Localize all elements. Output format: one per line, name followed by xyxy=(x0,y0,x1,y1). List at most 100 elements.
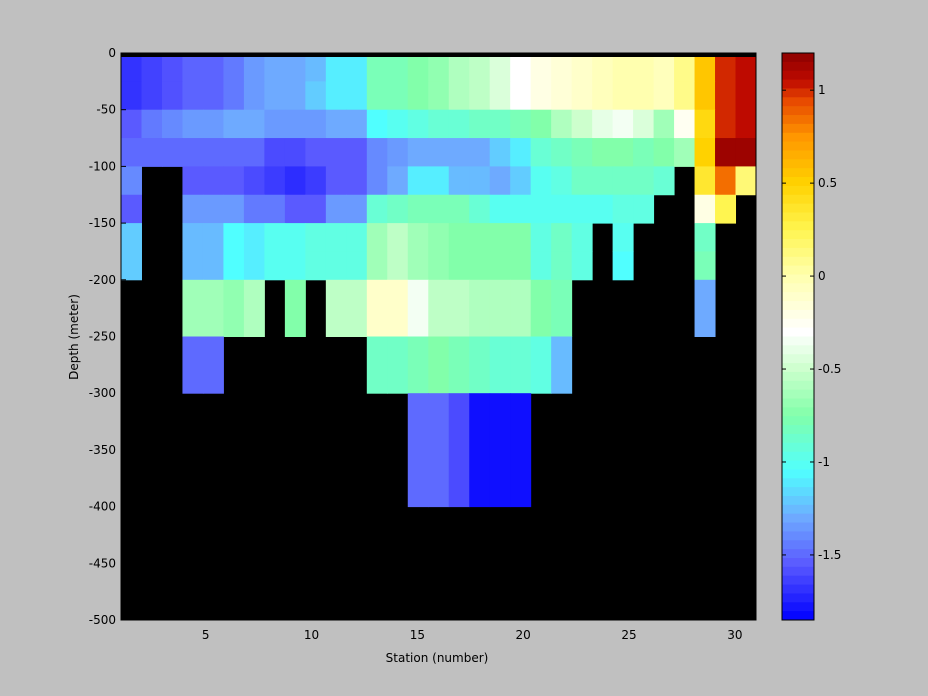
heatmap-cell xyxy=(387,166,409,196)
heatmap-cell xyxy=(653,109,675,139)
heatmap-cell xyxy=(571,138,593,167)
colorbar-swatch xyxy=(782,159,814,169)
heatmap-cell xyxy=(571,81,593,111)
heatmap-cell xyxy=(653,53,675,82)
heatmap-cell xyxy=(592,194,614,224)
heatmap-cell xyxy=(489,166,511,196)
colorbar-swatch xyxy=(782,593,814,603)
heatmap-cell xyxy=(366,138,388,167)
x-tick-label: 25 xyxy=(621,628,636,642)
heatmap-cell xyxy=(612,251,634,281)
heatmap-cell xyxy=(366,336,388,394)
heatmap-cell xyxy=(428,109,450,139)
heatmap-cell xyxy=(264,81,286,111)
heatmap-cell xyxy=(407,194,429,224)
heatmap-cell xyxy=(243,166,265,196)
heatmap-cell xyxy=(612,81,634,111)
heatmap-cell xyxy=(428,81,450,111)
colorbar-swatch xyxy=(782,79,814,89)
heatmap-cell xyxy=(530,166,552,196)
colorbar-swatch xyxy=(782,425,814,435)
colorbar-swatch xyxy=(782,398,814,408)
heatmap-cell xyxy=(510,53,532,82)
colorbar-swatch xyxy=(782,292,814,302)
heatmap-cell xyxy=(489,81,511,111)
heatmap-cell xyxy=(325,81,347,111)
heatmap-cell xyxy=(448,251,470,281)
heatmap-cell xyxy=(346,138,368,167)
colorbar-swatch xyxy=(782,460,814,470)
heatmap-cell xyxy=(407,109,429,139)
heatmap-cell xyxy=(510,279,532,337)
heatmap-cell xyxy=(633,109,655,139)
heatmap-cell xyxy=(346,194,368,224)
y-tick-label: -50 xyxy=(96,103,116,117)
heatmap-cell xyxy=(571,109,593,139)
heatmap-cell xyxy=(674,81,696,111)
heatmap-cell xyxy=(121,223,142,252)
heatmap-cell xyxy=(551,138,573,167)
heatmap-cell xyxy=(448,138,470,167)
heatmap-cell xyxy=(243,81,265,111)
heatmap-cell xyxy=(694,166,716,196)
heatmap-cell xyxy=(387,251,409,281)
heatmap-cell xyxy=(182,336,204,394)
heatmap-cell xyxy=(305,223,327,252)
heatmap-cell xyxy=(448,223,470,252)
heatmap-cell xyxy=(428,336,450,394)
heatmap-cell xyxy=(612,138,634,167)
heatmap-cell xyxy=(530,109,552,139)
colorbar-swatch xyxy=(782,451,814,462)
colorbar-tick-label: 0.5 xyxy=(818,176,837,190)
heatmap-cell xyxy=(428,53,450,82)
heatmap-cell xyxy=(407,138,429,167)
heatmap-cell xyxy=(448,336,470,394)
heatmap-cell xyxy=(121,53,142,82)
heatmap-cell xyxy=(284,109,306,139)
colorbar-swatch xyxy=(782,371,814,382)
heatmap-cell xyxy=(571,223,593,252)
colorbar-swatch xyxy=(782,230,814,240)
heatmap-cell xyxy=(284,53,306,82)
heatmap-cell xyxy=(715,166,737,196)
colorbar-axis: 1 0.5 0 -0.5 -1 -1.5 xyxy=(782,83,841,562)
heatmap-cell xyxy=(161,109,183,139)
heatmap-cell xyxy=(366,279,388,337)
heatmap-cell xyxy=(366,81,388,111)
heatmap-cell xyxy=(182,138,204,167)
heatmap-cell xyxy=(674,138,696,167)
x-tick-label: 20 xyxy=(516,628,531,642)
colorbar-swatch xyxy=(782,487,814,497)
heatmap-cell xyxy=(530,81,552,111)
heatmap-cell xyxy=(592,166,614,196)
heatmap-cell xyxy=(121,166,142,196)
colorbar-swatch xyxy=(782,407,814,417)
y-tick-label: -150 xyxy=(89,216,116,230)
colorbar-swatch xyxy=(782,442,814,453)
heatmap-cell xyxy=(346,279,368,337)
colorbar-swatch xyxy=(782,549,814,559)
heatmap-cell xyxy=(612,223,634,252)
colorbar-swatch xyxy=(782,123,814,134)
heatmap-cell xyxy=(612,194,634,224)
heatmap-cell xyxy=(305,138,327,167)
colorbar-swatch xyxy=(782,309,814,320)
heatmap-cell xyxy=(551,279,573,337)
heatmap-cell xyxy=(571,251,593,281)
heatmap-cell xyxy=(428,166,450,196)
colorbar-swatch xyxy=(782,380,814,391)
heatmap-cell xyxy=(346,53,368,82)
heatmap-cell xyxy=(469,251,491,281)
heatmap-cell xyxy=(633,166,655,196)
heatmap-cell xyxy=(592,53,614,82)
colorbar-swatch xyxy=(782,469,814,479)
colorbar-swatch xyxy=(782,106,814,116)
heatmap-cell xyxy=(264,166,286,196)
heatmap-cell xyxy=(305,109,327,139)
heatmap-cell xyxy=(715,138,737,167)
colorbar-swatch xyxy=(782,177,814,187)
colorbar-tick-label: -1.5 xyxy=(818,548,841,562)
heatmap-cell xyxy=(551,81,573,111)
heatmap-cell xyxy=(530,223,552,252)
